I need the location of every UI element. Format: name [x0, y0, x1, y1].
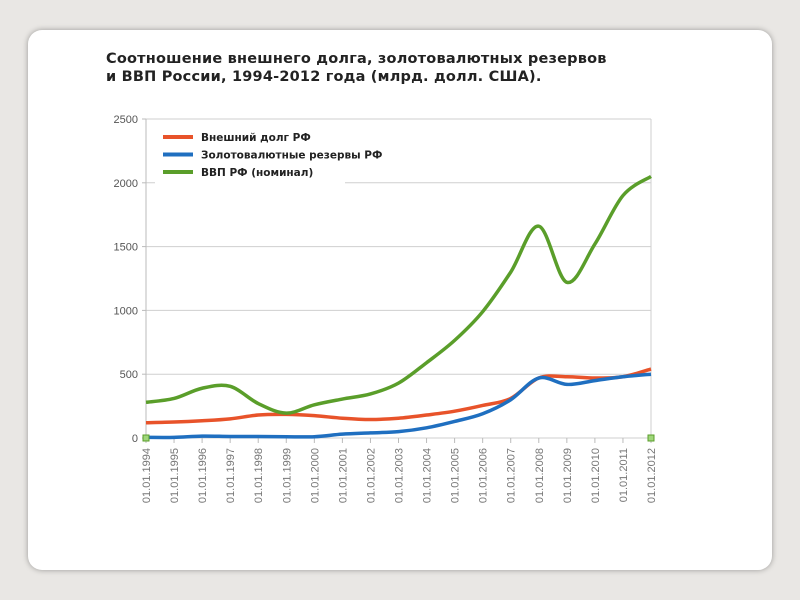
y-tick-label: 1500 — [114, 242, 138, 254]
x-tick-label: 01.01.2011 — [618, 448, 630, 502]
x-tick-label: 01.01.1994 — [141, 448, 153, 503]
series-line-2 — [145, 174, 652, 415]
series-line-0 — [145, 367, 652, 425]
x-tick-label: 01.01.1999 — [281, 448, 293, 503]
endpoint-marker — [142, 434, 150, 442]
x-tick-label: 01.01.1996 — [197, 448, 209, 503]
chart-title-line1: Соотношение внешнего долга, золотовалютн… — [106, 51, 607, 67]
y-tick-label: 500 — [120, 369, 138, 381]
x-tick-label: 01.01.2010 — [590, 448, 602, 503]
x-tick-label: 01.01.2007 — [506, 448, 518, 503]
y-tick-label: 1000 — [114, 305, 138, 317]
legend-label: Внешний долг РФ — [201, 132, 311, 144]
endpoint-marker — [647, 434, 655, 442]
x-tick-label: 01.01.2001 — [337, 448, 349, 503]
x-tick-label: 01.01.2000 — [309, 448, 321, 503]
series-line-1 — [145, 372, 652, 440]
x-tick-label: 01.01.2009 — [562, 448, 574, 503]
x-tick-label: 01.01.2002 — [365, 448, 377, 503]
y-tick-label: 0 — [132, 433, 138, 445]
x-tick-label: 01.01.1998 — [253, 448, 265, 503]
x-tick-label: 01.01.2006 — [478, 448, 490, 503]
x-tick-label: 01.01.2012 — [646, 448, 658, 503]
chart-title-line2: и ВВП России, 1994-2012 года (млрд. долл… — [106, 69, 542, 85]
y-tick-label: 2500 — [114, 114, 138, 126]
x-tick-label: 01.01.2003 — [394, 448, 406, 503]
x-tick-label: 01.01.2008 — [534, 448, 546, 503]
x-tick-label: 01.01.2005 — [450, 448, 462, 503]
x-tick-label: 01.01.1995 — [169, 448, 181, 503]
legend-label: Золотовалютные резервы РФ — [201, 150, 382, 162]
chart-title: Соотношение внешнего долга, золотовалютн… — [106, 50, 607, 86]
legend-label: ВВП РФ (номинал) — [201, 167, 313, 179]
y-tick-label: 2000 — [114, 178, 138, 190]
x-tick-label: 01.01.1997 — [225, 448, 237, 503]
slide-card — [28, 30, 772, 570]
x-tick-label: 01.01.2004 — [422, 448, 434, 503]
